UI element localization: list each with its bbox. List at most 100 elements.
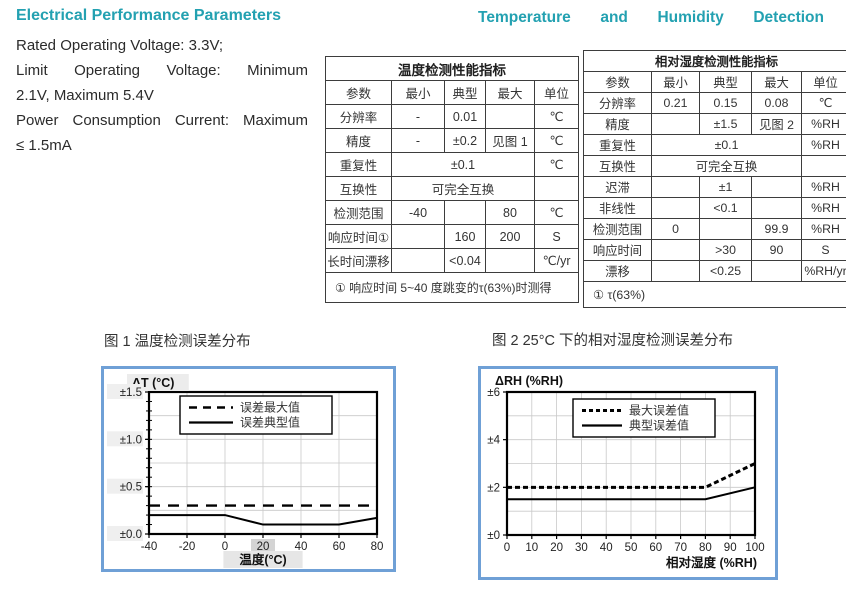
figure1-temperature-error-chart: ΔT (°C) ±0.0 ±0.5 ±1.0 ±1.5 -40 -20 0 20 40 60 80 温度…: [101, 366, 396, 572]
x-tick-label: 0: [222, 541, 228, 553]
table-cell: 80: [485, 200, 535, 225]
table-cell: [751, 260, 802, 282]
table-cell: [391, 248, 445, 273]
table-cell: ±0.1: [651, 134, 802, 156]
table-row: 长时间漂移 <0.04 ℃/yr: [325, 248, 580, 273]
table-cell: 精度: [325, 128, 392, 153]
figure1-caption: 图 1 温度检测误差分布: [104, 334, 251, 350]
legend-label: 最大误差值: [629, 403, 689, 418]
table-cell: 响应时间①: [325, 224, 392, 249]
table-cell: [485, 104, 535, 129]
table-cell: ±0.1: [391, 152, 535, 177]
table-header-cell: 参数: [325, 80, 392, 105]
figure2-chart-svg: ΔRH (%RH) ±0 ±2 ±4 ±6 0 10 20 30 40 50 60 70 80 90 100相…: [487, 374, 764, 570]
table-cell: 0.21: [651, 92, 700, 114]
x-tick-label: -20: [179, 541, 196, 553]
legend-box: [179, 395, 333, 435]
x-tick-label: 60: [333, 541, 346, 553]
table-header-cell: 参数: [583, 71, 652, 93]
table-cell: 分辨率: [325, 104, 392, 129]
legend-label: 误差典型值: [240, 415, 300, 430]
y-tick-label: ±1.5: [120, 387, 142, 399]
figure1-chart-svg: ΔT (°C)±0.0±0.5±1.0±1.5-40 -20 0 20 40 60 80温度…: [107, 374, 383, 568]
x-axis-label: 相对湿度 (%RH): [666, 555, 757, 570]
table-cell: [391, 224, 445, 249]
table-cell: 160: [444, 224, 486, 249]
table-row: 精度 - ±0.2 见图 1 ℃: [325, 128, 580, 153]
x-tick-label: 20: [257, 541, 270, 553]
table-cell: %RH/yr: [800, 260, 846, 282]
table-cell: <0.25: [699, 260, 752, 282]
table-row: 分辨率 -0.01 ℃: [325, 104, 580, 129]
table-cell: [485, 248, 535, 273]
table-cell: S: [533, 224, 580, 249]
table-cell: S: [800, 239, 846, 261]
intro-line: Power Consumption Current: Maximum: [16, 112, 308, 129]
x-tick-label: 80: [699, 542, 712, 554]
x-tick-label: -40: [141, 541, 158, 553]
x-axis-label: 温度(°C): [239, 552, 286, 567]
table-cell: [800, 155, 846, 177]
x-tick-label: 90: [724, 542, 737, 554]
table-cell: 重复性: [325, 152, 392, 177]
y-axis-label: ΔRH (%RH): [495, 374, 563, 388]
table-cell: ℃: [533, 200, 580, 225]
table-cell: 0.15: [699, 92, 752, 114]
x-tick-label: 0: [504, 542, 510, 554]
table-cell: [651, 176, 700, 198]
table-header-cell: 单位: [533, 80, 580, 105]
figure2-caption: 图 2 25°C 下的相对湿度检测误差分布: [492, 333, 734, 349]
x-tick-label: 40: [295, 541, 308, 553]
table-cell: 互换性: [325, 176, 392, 201]
legend-box: [572, 398, 716, 438]
table-title: 温度检测性能指标: [324, 56, 580, 81]
x-tick-label: 30: [575, 542, 588, 554]
table-cell: 漂移: [583, 260, 652, 282]
table-row: 非线性 <0.1 %RH: [583, 197, 846, 219]
intro-line: Rated Operating Voltage: 3.3V;: [16, 37, 224, 54]
table-footnote: ① 响应时间 5~40 度跳变的τ(63%)时测得: [324, 272, 580, 303]
table-cell: ±1.5: [699, 113, 752, 135]
table-cell: ℃: [533, 152, 580, 177]
table-cell: [651, 113, 700, 135]
table-cell: 检测范围: [325, 200, 392, 225]
table-cell: [751, 197, 802, 219]
table-cell: <0.04: [444, 248, 486, 273]
table-header-cell: 最大: [751, 71, 802, 93]
y-tick-label: ±1.0: [120, 434, 142, 446]
table-cell: 分辨率: [583, 92, 652, 114]
y-tick-label: ±0: [487, 530, 500, 542]
table-cell: %RH: [800, 218, 846, 240]
table-cell: %RH: [800, 113, 846, 135]
table-cell: -: [391, 128, 445, 153]
series-dashed: [507, 462, 756, 489]
y-tick-label: ±2: [487, 482, 500, 494]
y-tick-label: ±0.0: [120, 529, 142, 541]
x-tick-label: 70: [674, 542, 687, 554]
table-cell: [444, 200, 486, 225]
y-tick-label: ±0.5: [120, 482, 142, 494]
section-heading-temperature-humidity: Temperature and Humidity Detection: [478, 9, 824, 26]
table-cell: 见图 2: [751, 113, 802, 135]
x-tick-label: 100: [745, 542, 764, 554]
table-cell: 可完全互换: [391, 176, 535, 201]
x-tick-label: 20: [550, 542, 563, 554]
table-header-cell: 最大: [485, 80, 535, 105]
table-cell: [699, 218, 752, 240]
table-cell: >30: [699, 239, 752, 261]
table-cell: [651, 239, 700, 261]
table-cell: -40: [391, 200, 445, 225]
table-row: 重复性 ±0.1 %RH: [583, 134, 846, 156]
section-heading: Electrical Performance Parameters: [16, 7, 282, 24]
x-tick-label: 40: [600, 542, 613, 554]
table-header-cell: 典型: [699, 71, 752, 93]
table-footnote: ① τ(63%): [582, 281, 846, 308]
table-cell: 互换性: [583, 155, 652, 177]
series-solid: [507, 486, 756, 501]
table-row: 精度 ±1.5 见图 2 %RH: [583, 113, 846, 135]
intro-line: 2.1V, Maximum 5.4V: [16, 87, 154, 104]
table-cell: %RH: [800, 176, 846, 198]
table-cell: 迟滞: [583, 176, 652, 198]
figure2-humidity-error-chart: ΔRH (%RH) ±0 ±2 ±4 ±6 0 10 20 30 40 50 60 70 80 90 100 相…: [478, 366, 778, 580]
table-row: 重复性 ±0.1 ℃: [325, 152, 580, 177]
